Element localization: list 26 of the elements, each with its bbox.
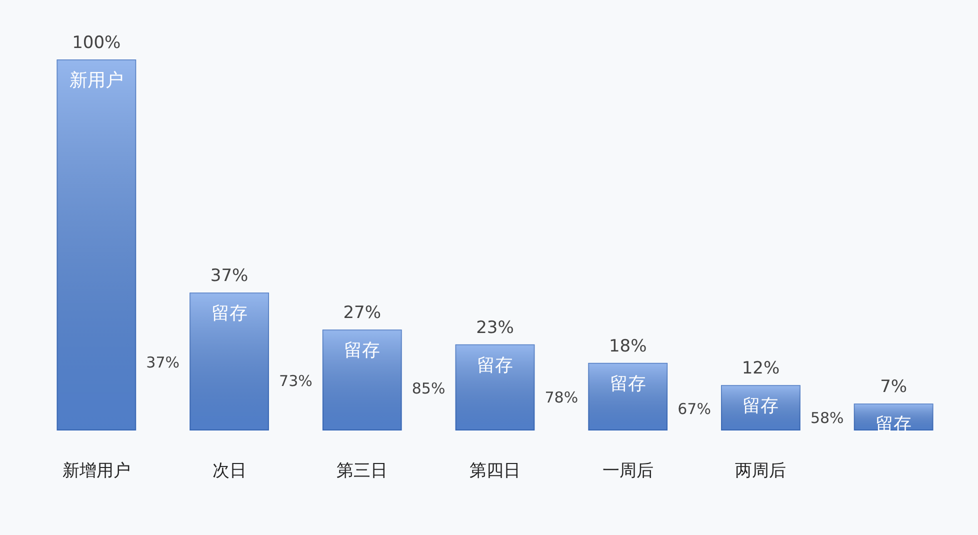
annotation: 37% — [146, 354, 180, 372]
annotation: 新用户 — [69, 70, 124, 91]
data-label: 37% — [210, 266, 248, 286]
data-label: 7% — [880, 377, 908, 398]
annotation: 留存 — [344, 340, 380, 362]
annotation: 58% — [810, 409, 844, 428]
annotation: 留存 — [477, 354, 513, 376]
annotation: 78% — [544, 388, 578, 407]
annotation: 留存 — [742, 396, 779, 417]
annotation: 73% — [279, 372, 312, 390]
annotation: 67% — [678, 400, 711, 418]
x-tick-label: 两周后 — [735, 461, 786, 481]
data-label: 18% — [608, 336, 647, 356]
x-tick-label: 一周后 — [602, 461, 654, 481]
annotation: 85% — [412, 379, 446, 398]
annotation: 留存 — [610, 373, 646, 394]
x-tick-label: 新增用户 — [62, 461, 130, 481]
x-tick-label: 次日 — [212, 461, 246, 481]
annotation: 留存 — [876, 414, 912, 436]
annotation: 留存 — [211, 303, 248, 324]
x-tick-label: 第三日 — [336, 461, 388, 481]
data-label: 100% — [72, 33, 121, 53]
data-label: 23% — [476, 318, 514, 338]
data-label: 12% — [742, 358, 780, 379]
x-tick-label: 第四日 — [470, 461, 520, 481]
data-label: 27% — [343, 303, 382, 324]
